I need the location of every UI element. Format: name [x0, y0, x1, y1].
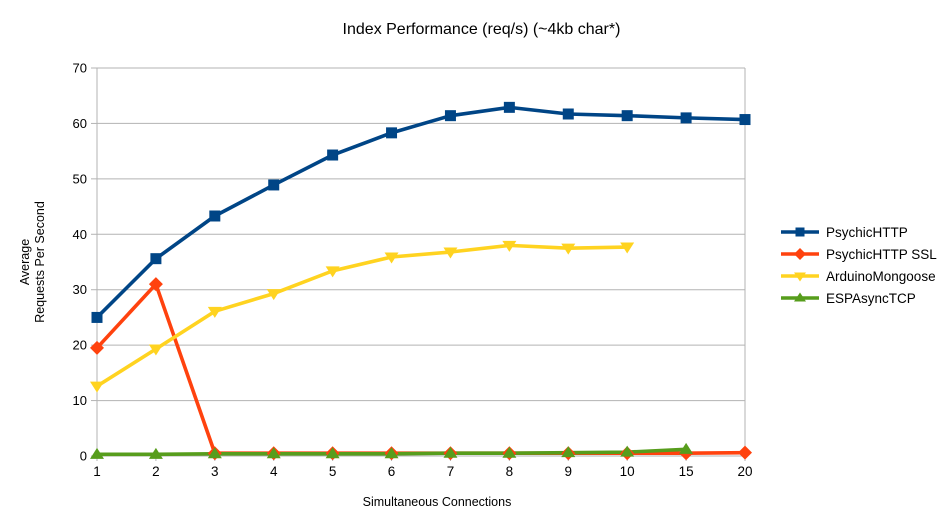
- data-point-espasynctcp-6: [384, 447, 399, 459]
- x-tick-label: 4: [270, 464, 278, 479]
- data-point-psychichttp-7: [444, 110, 456, 122]
- legend-marker-triangle-up-icon: [781, 292, 819, 302]
- x-tick-label: 1: [93, 464, 101, 479]
- x-tick-label: 6: [388, 464, 396, 479]
- x-tick-label: 2: [152, 464, 160, 479]
- legend: PsychicHTTP PsychicHTTP SSL ArduinoMongoos…: [779, 221, 937, 309]
- x-tick-label: 9: [565, 464, 573, 479]
- data-point-psychichttp-5: [327, 149, 339, 161]
- x-tick-label: 3: [211, 464, 219, 479]
- data-point-arduinomongoose-2: [148, 344, 163, 356]
- data-point-psychichttp-ssl-2: [148, 277, 163, 292]
- data-point-arduinomongoose-8: [502, 240, 517, 252]
- data-point-psychichttp-20: [739, 114, 751, 126]
- chart-title: Index Performance (req/s) (~4kb char*): [342, 21, 621, 38]
- legend-item-arduinomongoose: ArduinoMongoose: [779, 265, 937, 287]
- legend-marker-diamond-icon: [781, 248, 819, 260]
- data-point-psychichttp-10: [621, 110, 633, 122]
- legend-label-psychichttp: PsychicHTTP: [826, 224, 908, 240]
- data-point-psychichttp-8: [503, 101, 515, 113]
- data-point-arduinomongoose-6: [384, 252, 399, 264]
- y-tick-label: 50: [73, 171, 87, 186]
- data-point-arduinomongoose-9: [561, 243, 576, 255]
- x-tick-label: 15: [679, 464, 694, 479]
- legend-item-psychichttp: PsychicHTTP: [779, 221, 937, 243]
- series-path-psychichttp: [95, 105, 747, 320]
- data-point-arduinomongoose-3: [207, 306, 222, 318]
- data-point-espasynctcp-5: [325, 447, 340, 459]
- series-markers-espasynctcp: [90, 442, 694, 459]
- x-axis-title: Simultaneous Connections: [362, 495, 512, 509]
- data-point-espasynctcp-3: [207, 447, 222, 459]
- data-point-espasynctcp-7: [443, 446, 458, 458]
- data-point-psychichttp-9: [562, 108, 574, 120]
- series-markers-arduinomongoose: [90, 240, 635, 393]
- y-tick-label: 40: [73, 227, 87, 242]
- data-point-arduinomongoose-10: [620, 242, 635, 254]
- series-line-psychichttp: [95, 105, 747, 320]
- y-tick-label: 60: [73, 116, 87, 131]
- series-line-arduinomongoose: [95, 243, 629, 388]
- x-tick-label: 5: [329, 464, 337, 479]
- data-point-espasynctcp-15: [679, 442, 694, 454]
- data-point-espasynctcp-4: [266, 447, 281, 459]
- legend-item-espasynctcp: ESPAsyncTCP: [779, 287, 937, 309]
- series-path-psychichttp-ssl: [95, 282, 747, 456]
- x-tick-label: 10: [620, 464, 635, 479]
- data-point-psychichttp-3: [209, 210, 221, 222]
- legend-label-psychichttp-ssl: PsychicHTTP SSL: [826, 246, 937, 262]
- x-tick-label: 7: [447, 464, 455, 479]
- data-point-psychichttp-ssl-20: [738, 445, 752, 460]
- data-point-arduinomongoose-1: [90, 381, 104, 393]
- legend-label-arduinomongoose: ArduinoMongoose: [826, 268, 936, 284]
- series-path-arduinomongoose: [95, 243, 629, 388]
- x-axis: 1 2 3 4 5 6 7 8 9 10 15 20: [93, 456, 753, 479]
- data-point-psychichttp-1: [91, 311, 103, 323]
- x-tick-label: 8: [506, 464, 514, 479]
- data-point-arduinomongoose-7: [443, 247, 458, 259]
- data-point-psychichttp-15: [680, 112, 692, 124]
- legend-item-psychichttp-ssl: PsychicHTTP SSL: [779, 243, 937, 265]
- y-tick-label: 30: [73, 282, 87, 297]
- data-point-psychichttp-6: [386, 127, 398, 139]
- data-point-psychichttp-4: [268, 179, 280, 191]
- data-point-espasynctcp-8: [502, 446, 517, 458]
- series-line-psychichttp-ssl: [95, 282, 747, 456]
- y-tick-label: 20: [73, 338, 87, 353]
- x-tick-label: 20: [737, 464, 752, 479]
- data-point-arduinomongoose-5: [325, 266, 340, 278]
- data-point-espasynctcp-9: [561, 446, 576, 458]
- gridlines: [96, 67, 746, 457]
- data-point-psychichttp-ssl-1: [90, 340, 104, 355]
- legend-marker-triangle-down-icon: [781, 272, 819, 282]
- data-point-espasynctcp-1: [90, 447, 104, 459]
- legend-marker-square-icon: [781, 227, 819, 237]
- data-point-espasynctcp-10: [620, 445, 635, 457]
- y-tick-label: 10: [73, 393, 87, 408]
- legend-label-espasynctcp: ESPAsyncTCP: [826, 290, 916, 306]
- y-axis: 0 10 20 30 40 50 60 70: [73, 61, 97, 464]
- data-point-psychichttp-2: [150, 253, 162, 265]
- series-markers-psychichttp-ssl: [90, 277, 752, 461]
- y-tick-label: 70: [73, 61, 87, 76]
- data-point-arduinomongoose-4: [266, 289, 281, 301]
- data-point-espasynctcp-2: [148, 447, 163, 459]
- series-markers-psychichttp: [91, 101, 751, 323]
- y-tick-label: 0: [80, 449, 87, 464]
